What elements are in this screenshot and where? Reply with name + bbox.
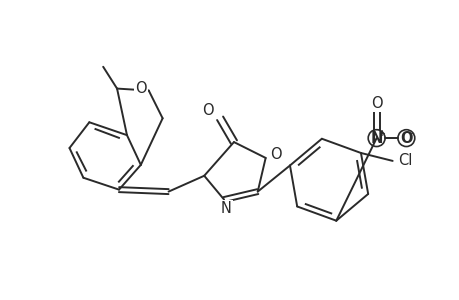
Text: −: − — [406, 129, 413, 138]
Text: N: N — [220, 201, 231, 216]
Text: O: O — [135, 81, 146, 96]
Text: +: + — [377, 129, 384, 138]
Text: O: O — [269, 148, 281, 163]
Text: N: N — [369, 130, 382, 146]
Text: O: O — [399, 130, 412, 146]
Text: O: O — [202, 103, 213, 118]
Text: Cl: Cl — [397, 153, 412, 168]
Text: O: O — [370, 96, 381, 111]
